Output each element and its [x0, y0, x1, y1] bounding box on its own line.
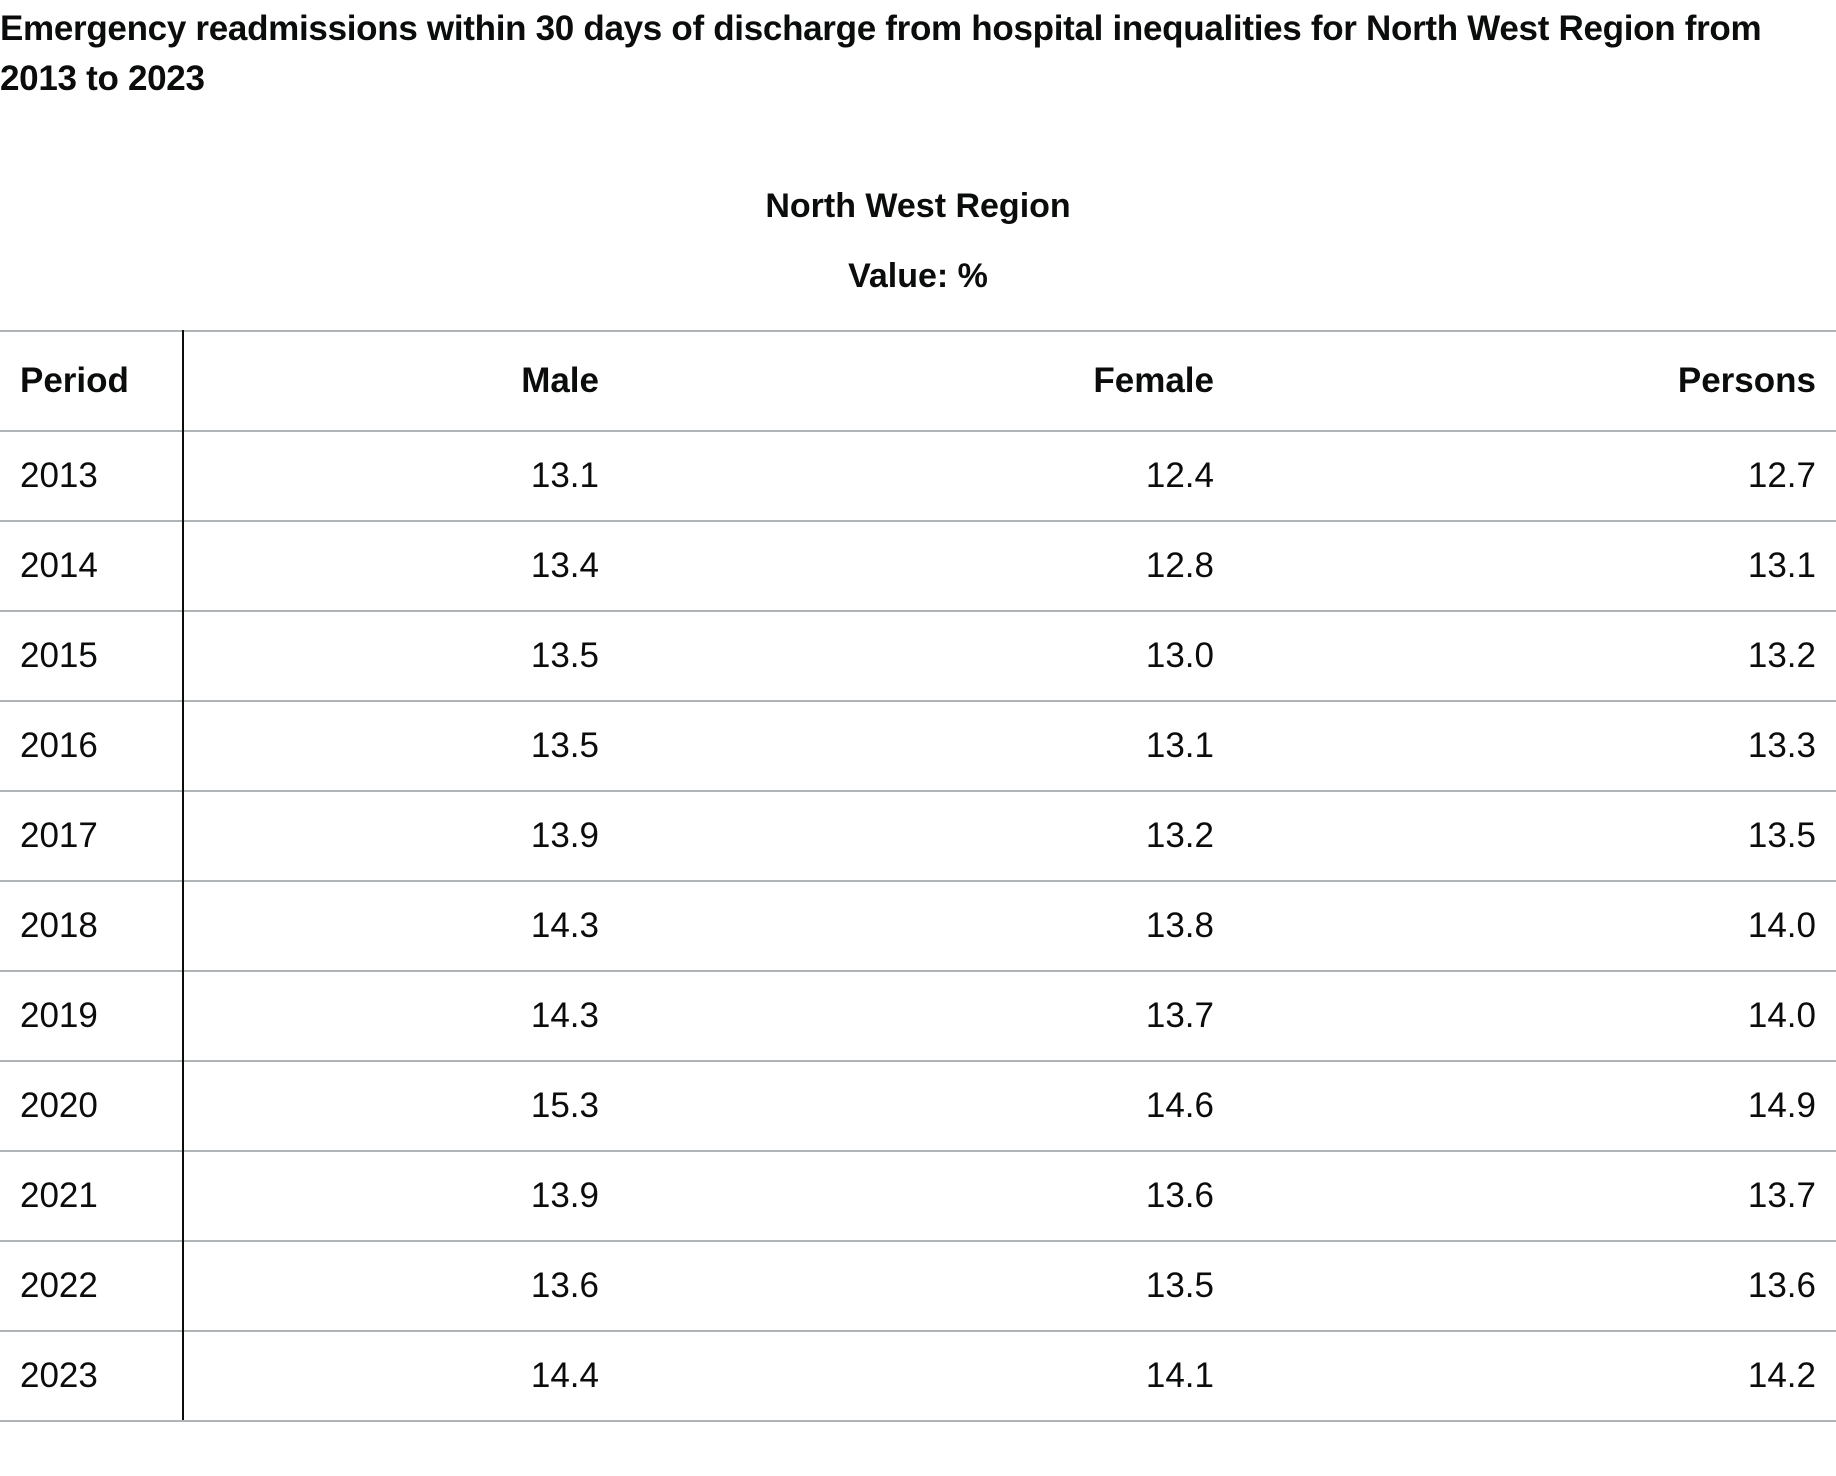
cell-male: 13.5: [183, 700, 619, 791]
column-header-female: Female: [619, 330, 1234, 431]
header-row: Period Male Female Persons: [0, 330, 1836, 431]
value-unit-caption: Value: %: [848, 257, 988, 295]
cell-female: 13.7: [619, 970, 1234, 1061]
column-header-male: Male: [183, 330, 619, 431]
cell-period: 2015: [0, 610, 184, 701]
cell-persons: 13.6: [1234, 1240, 1836, 1331]
cell-persons: 13.1: [1234, 520, 1836, 611]
column-header-persons: Persons: [1234, 330, 1836, 431]
cell-period: 2020: [0, 1060, 184, 1151]
table-row: 2022 13.6 13.5 13.6: [0, 1240, 1836, 1331]
cell-male: 15.3: [183, 1060, 619, 1151]
region-caption: North West Region: [765, 187, 1071, 225]
table-row: 2017 13.9 13.2 13.5: [0, 790, 1836, 881]
table-caption: North West Region Value: %: [0, 184, 1836, 298]
cell-male: 13.5: [183, 610, 619, 701]
table-row: 2018 14.3 13.8 14.0: [0, 880, 1836, 971]
cell-male: 13.4: [183, 520, 619, 611]
data-table: Period Male Female Persons 2013 13.1 12.4 1…: [0, 330, 1836, 1422]
cell-male: 13.1: [183, 430, 619, 521]
cell-period: 2017: [0, 790, 184, 881]
cell-persons: 14.0: [1234, 970, 1836, 1061]
page-title: Emergency readmissions within 30 days of…: [0, 9, 1762, 98]
cell-persons: 13.2: [1234, 610, 1836, 701]
table-row: 2019 14.3 13.7 14.0: [0, 970, 1836, 1061]
cell-persons: 12.7: [1234, 430, 1836, 521]
cell-period: 2022: [0, 1240, 184, 1331]
cell-female: 13.5: [619, 1240, 1234, 1331]
table-row: 2014 13.4 12.8 13.1: [0, 520, 1836, 611]
cell-male: 13.9: [183, 790, 619, 881]
column-header-period: Period: [0, 330, 184, 431]
table-row: 2013 13.1 12.4 12.7: [0, 430, 1836, 521]
cell-female: 14.6: [619, 1060, 1234, 1151]
table-row: 2020 15.3 14.6 14.9: [0, 1060, 1836, 1151]
table-row: 2021 13.9 13.6 13.7: [0, 1150, 1836, 1241]
cell-female: 13.2: [619, 790, 1234, 881]
table-row: 2015 13.5 13.0 13.2: [0, 610, 1836, 701]
cell-female: 12.8: [619, 520, 1234, 611]
cell-persons: 13.7: [1234, 1150, 1836, 1241]
cell-period: 2013: [0, 430, 184, 521]
cell-female: 12.4: [619, 430, 1234, 521]
table-row: 2016 13.5 13.1 13.3: [0, 700, 1836, 791]
cell-persons: 14.9: [1234, 1060, 1836, 1151]
cell-male: 13.9: [183, 1150, 619, 1241]
cell-period: 2019: [0, 970, 184, 1061]
cell-period: 2021: [0, 1150, 184, 1241]
table-row: 2023 14.4 14.1 14.2: [0, 1330, 1836, 1422]
table-body: 2013 13.1 12.4 12.7 2014 13.4 12.8 13.1 2015 13.5…: [0, 430, 1836, 1422]
cell-female: 13.0: [619, 610, 1234, 701]
cell-period: 2018: [0, 880, 184, 971]
cell-male: 14.3: [183, 880, 619, 971]
cell-female: 14.1: [619, 1330, 1234, 1422]
cell-female: 13.8: [619, 880, 1234, 971]
cell-period: 2014: [0, 520, 184, 611]
cell-period: 2023: [0, 1330, 184, 1422]
cell-male: 14.3: [183, 970, 619, 1061]
cell-male: 14.4: [183, 1330, 619, 1422]
cell-female: 13.1: [619, 700, 1234, 791]
cell-persons: 13.3: [1234, 700, 1836, 791]
cell-persons: 13.5: [1234, 790, 1836, 881]
cell-persons: 14.0: [1234, 880, 1836, 971]
cell-persons: 14.2: [1234, 1330, 1836, 1422]
table-header: Period Male Female Persons: [0, 330, 1836, 431]
cell-male: 13.6: [183, 1240, 619, 1331]
cell-period: 2016: [0, 700, 184, 791]
cell-female: 13.6: [619, 1150, 1234, 1241]
